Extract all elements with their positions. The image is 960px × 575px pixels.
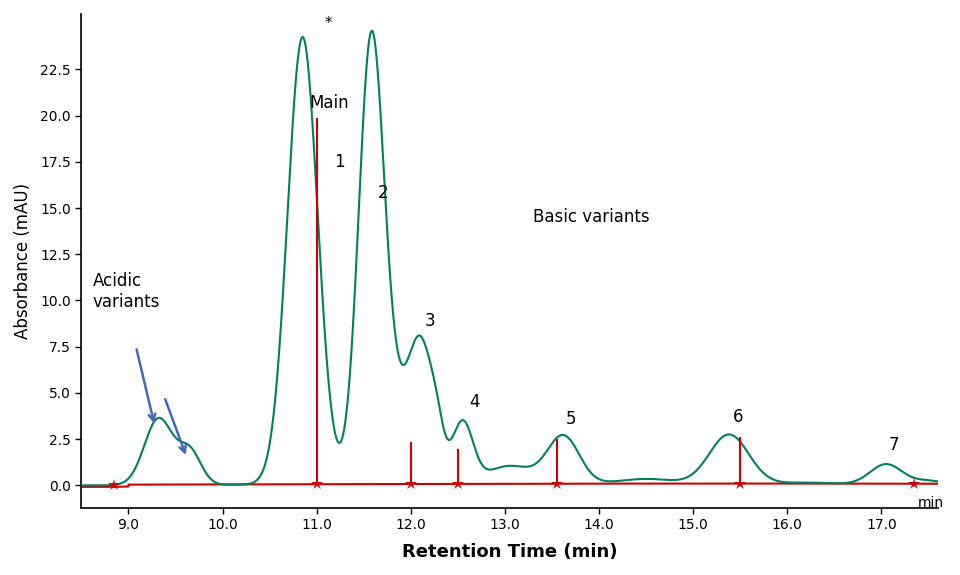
- Text: min: min: [917, 496, 944, 509]
- Text: 5: 5: [566, 410, 577, 428]
- Text: 1: 1: [334, 153, 345, 171]
- Text: Basic variants: Basic variants: [533, 208, 650, 227]
- Text: 6: 6: [732, 408, 743, 426]
- Text: Acidic
variants: Acidic variants: [93, 272, 160, 310]
- Text: 3: 3: [425, 312, 436, 330]
- Text: 7: 7: [889, 436, 900, 454]
- Text: 2: 2: [378, 185, 389, 202]
- Text: Main: Main: [309, 94, 348, 112]
- Y-axis label: Absorbance (mAU): Absorbance (mAU): [13, 183, 32, 339]
- Text: 4: 4: [469, 393, 480, 412]
- Text: *: *: [324, 17, 332, 32]
- X-axis label: Retention Time (min): Retention Time (min): [402, 543, 617, 561]
